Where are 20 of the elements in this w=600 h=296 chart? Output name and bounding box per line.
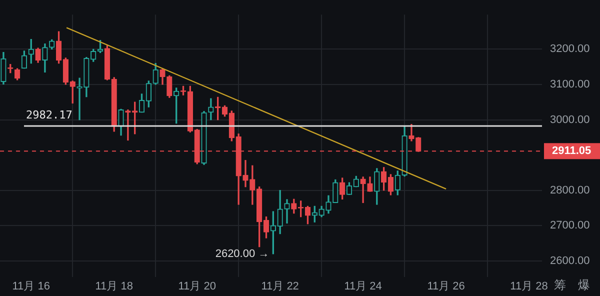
candlestick [242, 160, 248, 188]
x-tick-label: 11月 26 [427, 280, 465, 292]
x-tick-label: 11月 16 [12, 280, 50, 292]
y-tick-label: 2700.00 [550, 220, 590, 232]
y-tick-label: 2800.00 [550, 184, 590, 196]
text: 筹 [554, 278, 566, 292]
candlestick [360, 176, 366, 204]
y-tick-label: 2600.00 [550, 254, 590, 267]
ref-line-label: 2911.05 [552, 145, 592, 158]
x-tick-label: 11月 18 [95, 280, 133, 292]
x-tick-label: 11月 24 [344, 280, 382, 292]
y-tick-label: 3200.00 [550, 43, 590, 56]
x-tick-label: 11月 22 [261, 280, 299, 292]
text: 爆 [578, 278, 590, 292]
ref-line-label: 2982.17 [26, 108, 72, 122]
y-tick-label: 3000.00 [550, 114, 590, 126]
x-tick-label: 11月 28 [510, 280, 548, 292]
y-tick-label: 3100.00 [550, 78, 590, 91]
annotation: 2620.00 → [215, 248, 270, 260]
x-tick-label: 11月 20 [178, 280, 216, 292]
